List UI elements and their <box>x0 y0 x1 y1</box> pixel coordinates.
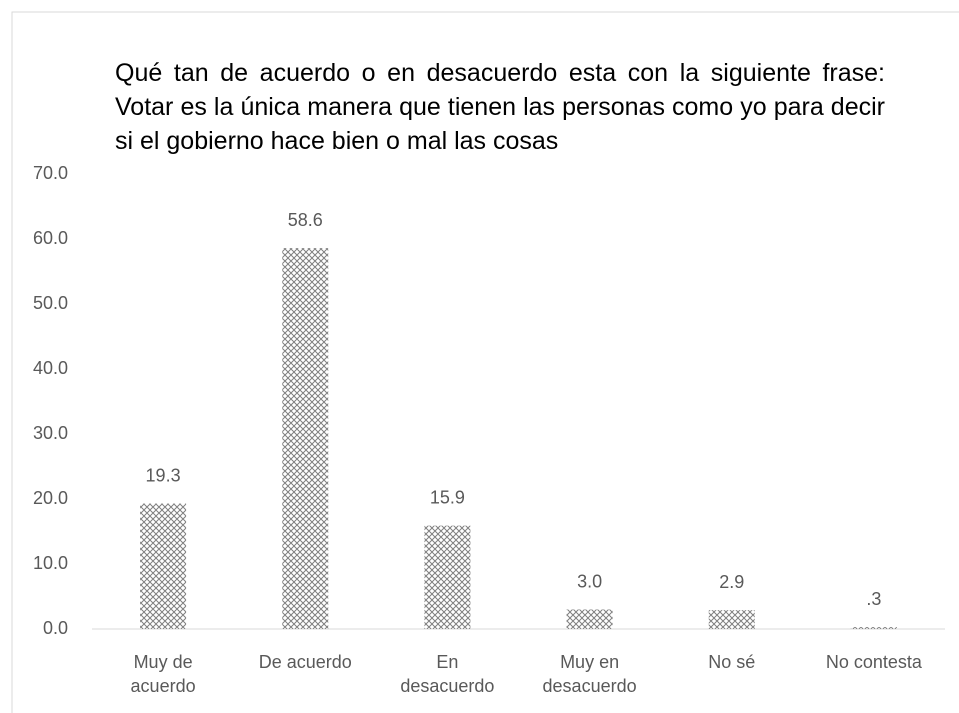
x-tick-label: No sé <box>708 652 756 672</box>
x-tick-label: Muy en desacuerdo <box>542 652 637 696</box>
y-tick-label: 40.0 <box>33 358 68 378</box>
data-label: .3 <box>866 589 881 609</box>
y-tick-label: 20.0 <box>33 488 68 508</box>
data-label: 15.9 <box>430 487 465 507</box>
y-tick-label: 70.0 <box>33 163 68 183</box>
data-label: 19.3 <box>146 465 181 485</box>
y-tick-label: 50.0 <box>33 293 68 313</box>
y-tick-label: 30.0 <box>33 423 68 443</box>
x-tick-label: En desacuerdo <box>400 652 495 696</box>
x-tick-label: Muy de acuerdo <box>130 652 196 696</box>
bar <box>140 503 187 629</box>
bar <box>850 627 897 629</box>
x-tick-label: No contesta <box>825 652 922 672</box>
data-label: 3.0 <box>577 571 602 591</box>
bar <box>424 525 471 629</box>
chart-title: Qué tan de acuerdo o en desacuerdo esta … <box>115 59 885 155</box>
chart-border <box>11 11 959 713</box>
x-tick-label: De acuerdo <box>258 652 352 672</box>
data-label: 58.6 <box>288 210 323 230</box>
bar <box>566 609 613 629</box>
bar <box>708 610 755 629</box>
y-tick-label: 10.0 <box>33 553 68 573</box>
data-label: 2.9 <box>719 572 744 592</box>
bar <box>282 248 329 629</box>
y-tick-label: 60.0 <box>33 228 68 248</box>
y-tick-label: 0.0 <box>43 618 68 638</box>
